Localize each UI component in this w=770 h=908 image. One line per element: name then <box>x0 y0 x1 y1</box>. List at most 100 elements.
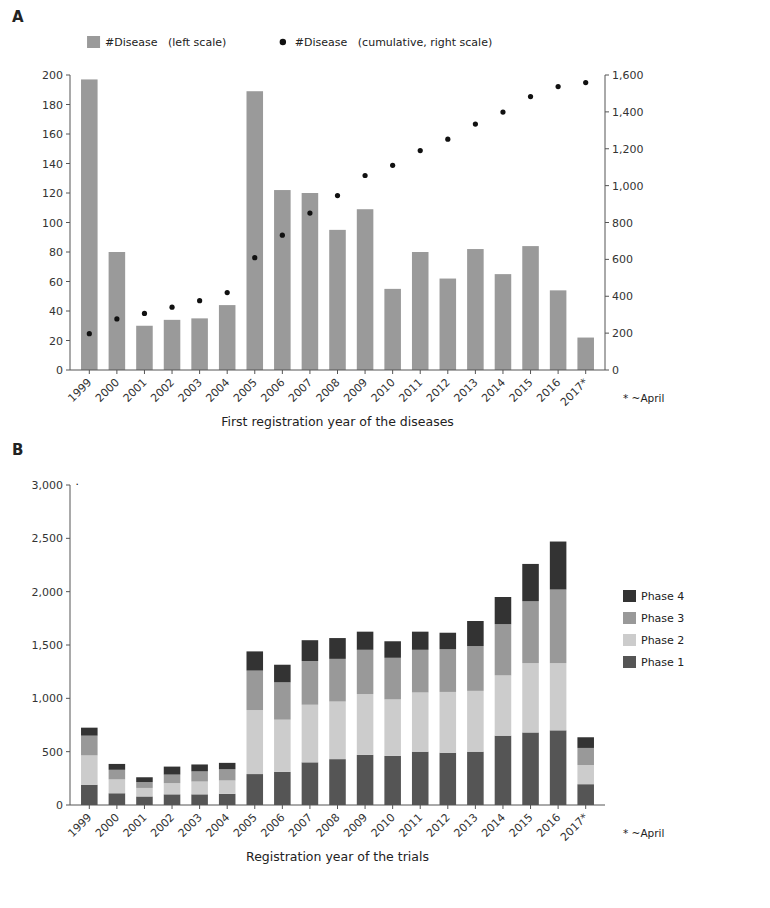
tick <box>66 698 70 699</box>
tick <box>605 370 609 371</box>
bar <box>522 663 539 732</box>
tick <box>502 805 503 809</box>
tick <box>66 311 70 312</box>
tick <box>420 805 421 809</box>
tick-label: 400 <box>612 290 633 303</box>
bar <box>219 794 236 805</box>
tick-label: 1999 <box>65 811 94 840</box>
bar <box>81 728 98 736</box>
bar <box>219 305 236 370</box>
bar <box>274 772 291 805</box>
tick-label: 60 <box>49 276 63 289</box>
tick <box>144 370 145 374</box>
y-axis: 05001,0001,5002,0002,5003,000 <box>32 479 71 812</box>
tick-label: 1,200 <box>612 143 644 156</box>
bar <box>357 632 374 650</box>
bar <box>440 753 457 805</box>
bar <box>302 193 319 370</box>
tick <box>116 370 117 374</box>
tick-label: 1,500 <box>32 639 64 652</box>
bar <box>495 675 512 735</box>
tick-label: 2013 <box>452 811 481 840</box>
tick <box>309 805 310 809</box>
tick-label: 2002 <box>148 376 177 405</box>
tick <box>337 805 338 809</box>
tick <box>365 805 366 809</box>
tick <box>530 370 531 374</box>
tick-label: 2006 <box>258 376 287 405</box>
tick <box>254 370 255 374</box>
tick-label: 20 <box>49 335 63 348</box>
tick-label: 2,000 <box>32 586 64 599</box>
tick-label: 160 <box>42 128 63 141</box>
bar <box>302 762 319 805</box>
bar <box>550 290 567 370</box>
bar <box>219 780 236 793</box>
tick <box>254 805 255 809</box>
tick-label: 80 <box>49 246 63 259</box>
tick-label: 40 <box>49 305 63 318</box>
tick-label: 2010 <box>369 376 398 405</box>
bar <box>329 638 346 659</box>
dot <box>142 311 147 316</box>
legend-swatch <box>623 656 636 668</box>
bar <box>109 779 126 793</box>
legend-swatch <box>623 634 636 646</box>
tick-label: 100 <box>42 217 63 230</box>
tick <box>89 370 90 374</box>
tick <box>144 805 145 809</box>
tick <box>66 163 70 164</box>
legend-swatch <box>623 612 636 624</box>
dot <box>280 233 285 238</box>
legend-label: #Disease (cumulative, right scale) <box>295 36 492 49</box>
tick <box>365 370 366 374</box>
bar <box>302 661 319 705</box>
tick-label: 2009 <box>341 811 370 840</box>
bar <box>136 782 153 788</box>
tick-label: 3,000 <box>32 479 64 492</box>
tick-label: 2000 <box>93 811 122 840</box>
tick <box>309 370 310 374</box>
bar <box>246 710 263 774</box>
tick-label: 2011 <box>396 376 425 405</box>
legend-swatch <box>280 39 286 45</box>
tick <box>227 805 228 809</box>
bar <box>384 699 401 756</box>
tick <box>605 111 609 112</box>
legend-label: Phase 2 <box>641 634 684 647</box>
panel: B05001,0001,5002,0002,5003,0001999200020… <box>12 441 684 864</box>
bar <box>412 752 429 805</box>
bar <box>577 737 594 748</box>
tick-label: 2007 <box>286 376 315 405</box>
tick <box>558 805 559 809</box>
legend-label: Phase 4 <box>641 590 684 603</box>
tick <box>199 370 200 374</box>
tick <box>558 370 559 374</box>
tick-label: 2008 <box>314 376 343 405</box>
tick <box>585 805 586 809</box>
bar <box>274 190 291 370</box>
tick-label: 2014 <box>479 811 508 840</box>
annotation: * ~April <box>623 392 664 404</box>
tick-label: 2,500 <box>32 532 64 545</box>
bar <box>495 736 512 805</box>
bar <box>522 564 539 601</box>
bar <box>136 777 153 782</box>
bar <box>467 621 484 646</box>
bar <box>412 692 429 751</box>
bar <box>577 338 594 370</box>
bar <box>246 651 263 670</box>
bar <box>467 691 484 752</box>
tick <box>66 104 70 105</box>
tick-label: 2014 <box>479 376 508 405</box>
tick <box>475 805 476 809</box>
tick <box>66 370 70 371</box>
dot <box>418 148 423 153</box>
bar <box>522 732 539 805</box>
legend: Phase 4Phase 3Phase 2Phase 1 <box>623 590 684 669</box>
tick <box>475 370 476 374</box>
tick <box>66 134 70 135</box>
x-axis-label: Registration year of the trials <box>246 849 429 864</box>
bar <box>81 79 98 370</box>
tick <box>282 805 283 809</box>
